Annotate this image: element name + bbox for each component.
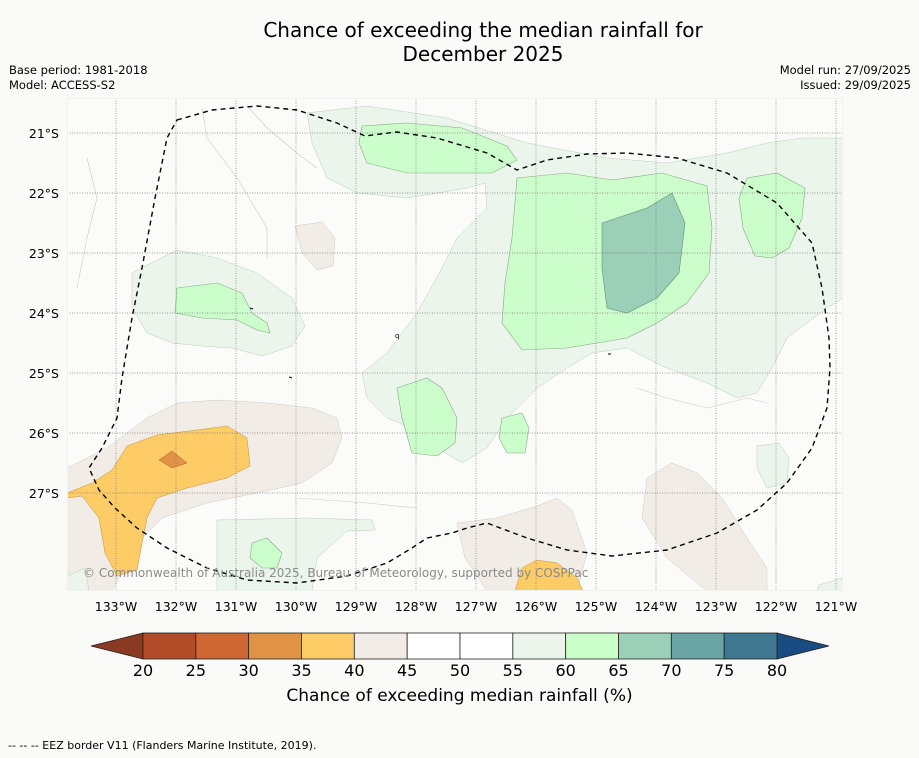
- colorbar-cell: [512, 632, 567, 660]
- model-text: Model: ACCESS-S2: [9, 78, 116, 92]
- colorbar: [90, 632, 830, 660]
- contour-lines: [76, 105, 768, 509]
- base-period-text: Base period: 1981-2018: [9, 63, 148, 77]
- colorbar-cell: [195, 632, 250, 660]
- lat-label-27s: 27°S: [28, 486, 59, 501]
- lat-label-23s: 23°S: [28, 246, 59, 261]
- colorbar-tick-label: 80: [766, 661, 788, 680]
- zone-30-35: [158, 450, 188, 469]
- map-title: Chance of exceeding the median rainfall …: [0, 18, 919, 66]
- map-panel: q © Commonwealth of Australia 2025, Bure…: [66, 98, 844, 592]
- colorbar-cell: [459, 632, 514, 660]
- map-tick-mark: [288, 376, 293, 379]
- zone-65-70: [601, 192, 686, 314]
- model-run-text: Model run: 27/09/2025: [779, 63, 911, 77]
- lon-label-122w: 122°W: [754, 599, 798, 614]
- map-canvas: q © Commonwealth of Australia 2025, Bure…: [66, 98, 844, 592]
- map-tick-mark: [249, 307, 254, 310]
- colorbar-tick-label: 65: [608, 661, 629, 680]
- lon-label-121w: 121°W: [814, 599, 858, 614]
- colorbar-tick-label: 25: [185, 661, 206, 680]
- colorbar-cell: [406, 632, 461, 660]
- colorbar-tick-label: 35: [291, 661, 312, 680]
- colorbar-cells: [142, 632, 778, 660]
- lon-label-131w: 131°W: [214, 599, 258, 614]
- colorbar-cell: [248, 632, 302, 660]
- zone-35-40: [66, 425, 584, 592]
- colorbar-tick-label: 60: [555, 661, 576, 680]
- map-frame: [67, 98, 843, 591]
- lat-label-24s: 24°S: [28, 306, 59, 321]
- lon-label-123w: 123°W: [694, 599, 738, 614]
- colorbar-tick-label: 45: [396, 661, 418, 680]
- colorbar-cell: [565, 632, 619, 660]
- lon-label-130w: 130°W: [274, 599, 318, 614]
- colorbar-cell: [670, 632, 725, 660]
- lon-label-133w: 133°W: [94, 599, 138, 614]
- colorbar-label: Chance of exceeding median rainfall (%): [286, 686, 633, 706]
- colorbar-tick-label: 50: [449, 661, 471, 680]
- lon-label-127w: 127°W: [454, 599, 498, 614]
- lon-label-126w: 126°W: [514, 599, 558, 614]
- colorbar-cell: [142, 632, 197, 660]
- eez-border: [88, 105, 831, 584]
- eez-footer-note: -- -- -- EEZ border V11 (Flanders Marine…: [8, 739, 317, 752]
- colorbar-tick-label: 70: [661, 661, 682, 680]
- colorbar-cell: [301, 632, 355, 660]
- colorbar-tick-label: 40: [344, 661, 365, 680]
- colorbar-cell: [353, 632, 408, 660]
- lat-label-25s: 25°S: [28, 366, 59, 381]
- lon-label-132w: 132°W: [154, 599, 198, 614]
- colorbar-tick-label: 75: [713, 661, 735, 680]
- title-line-2: December 2025: [402, 42, 564, 66]
- lon-label-129w: 129°W: [334, 599, 378, 614]
- grid-lines: [67, 98, 843, 591]
- lon-label-124w: 124°W: [634, 599, 678, 614]
- colorbar-tick-label: 55: [502, 661, 523, 680]
- title-line-1: Chance of exceeding the median rainfall …: [263, 18, 703, 42]
- colorbar-arrow-low: [90, 632, 144, 660]
- lon-label-128w: 128°W: [394, 599, 438, 614]
- issued-text: Issued: 29/09/2025: [800, 78, 911, 92]
- map-small-mark: q: [395, 332, 399, 340]
- colorbar-cell: [723, 632, 778, 660]
- meta-right: Model run: 27/09/2025 Issued: 29/09/2025: [780, 63, 911, 93]
- lat-label-26s: 26°S: [28, 426, 59, 441]
- colorbar-tick-label: 30: [238, 661, 259, 680]
- colorbar-cell: [618, 632, 672, 660]
- meta-left: Base period: 1981-2018 Model: ACCESS-S2: [9, 63, 148, 93]
- lon-label-125w: 125°W: [574, 599, 618, 614]
- copyright-text: © Commonwealth of Australia 2025, Bureau…: [83, 566, 588, 580]
- lat-label-21s: 21°S: [28, 126, 59, 141]
- colorbar-arrow-high: [776, 632, 830, 660]
- colorbar-tick-label: 20: [132, 661, 154, 680]
- lat-label-22s: 22°S: [28, 186, 59, 201]
